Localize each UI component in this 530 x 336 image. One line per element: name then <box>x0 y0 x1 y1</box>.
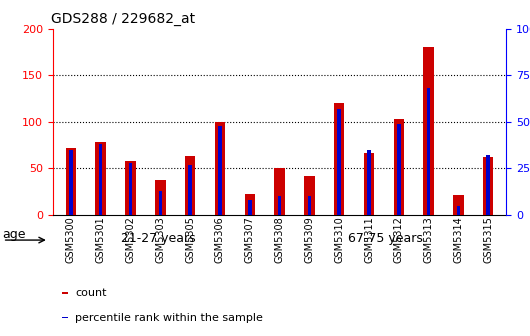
Bar <box>248 200 252 215</box>
Bar <box>487 155 490 215</box>
Bar <box>307 196 311 215</box>
Text: 21-27 years: 21-27 years <box>121 232 196 245</box>
Bar <box>69 150 73 215</box>
Bar <box>394 119 404 215</box>
Text: count: count <box>75 288 107 298</box>
Bar <box>483 157 493 215</box>
Bar <box>427 88 430 215</box>
Bar <box>397 124 401 215</box>
Bar <box>453 195 464 215</box>
Bar <box>95 142 106 215</box>
Bar <box>62 317 68 319</box>
Bar <box>215 122 225 215</box>
Bar <box>364 153 374 215</box>
Bar <box>99 144 102 215</box>
Bar <box>158 191 162 215</box>
Bar <box>218 126 222 215</box>
Bar <box>62 292 68 294</box>
Bar <box>185 156 196 215</box>
Bar <box>367 150 371 215</box>
Text: GDS288 / 229682_at: GDS288 / 229682_at <box>51 12 195 26</box>
Bar <box>125 161 136 215</box>
Bar <box>275 168 285 215</box>
Text: 67-75 years: 67-75 years <box>348 232 423 245</box>
Bar <box>304 176 315 215</box>
Bar <box>155 180 165 215</box>
Bar <box>129 163 132 215</box>
Bar <box>338 109 341 215</box>
Bar <box>244 194 255 215</box>
Bar <box>278 196 281 215</box>
Bar <box>66 148 76 215</box>
Text: percentile rank within the sample: percentile rank within the sample <box>75 313 263 323</box>
Bar <box>457 206 460 215</box>
Bar <box>334 103 344 215</box>
Bar <box>423 47 434 215</box>
Text: age: age <box>3 228 26 242</box>
Bar <box>188 165 192 215</box>
